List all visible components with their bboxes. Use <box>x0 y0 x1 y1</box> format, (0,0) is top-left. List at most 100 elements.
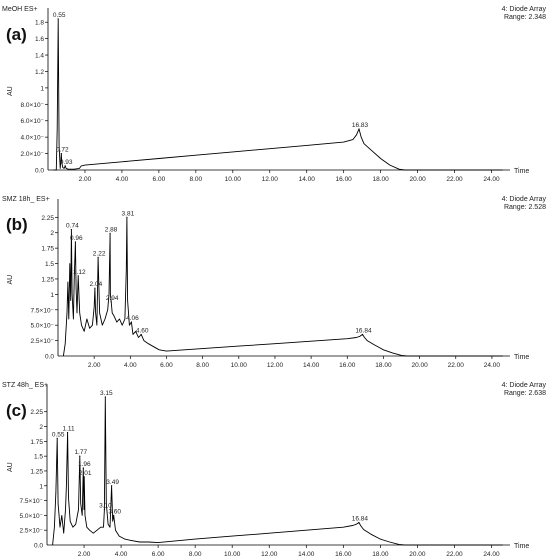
x-tick-label: 6.00 <box>160 362 173 369</box>
x-tick-label: 4.00 <box>116 176 129 183</box>
y-tick-label: 8.0×10⁻ <box>21 102 45 109</box>
peak-label: 16.84 <box>352 515 369 522</box>
x-tick-label: 4.00 <box>124 362 137 369</box>
x-tick-label: 18.00 <box>375 362 392 369</box>
peak-label: 0.55 <box>52 431 65 438</box>
x-tick-label: 16.00 <box>336 176 353 183</box>
y-tick-label-zero: 0.0 <box>45 354 54 361</box>
x-tick-label: 10.00 <box>231 362 248 369</box>
range-label: Range: 2.528 <box>504 204 546 211</box>
peak-label: 0.74 <box>66 223 79 230</box>
peak-label: 3.49 <box>106 479 119 486</box>
y-tick-label: 1.6 <box>35 36 44 43</box>
x-tick-label: 24.00 <box>484 362 501 369</box>
y-tick-label: 1.25 <box>30 468 43 475</box>
peak-label: 3.15 <box>100 390 113 397</box>
peak-marker <box>109 232 111 234</box>
y-tick-label: 1.8 <box>35 20 44 27</box>
peak-marker <box>82 467 84 469</box>
peak-marker <box>111 485 113 487</box>
y-tick-label-zero: 0.0 <box>35 168 44 175</box>
y-tick-label: 2.25 <box>30 409 43 416</box>
x-tick-label: 8.00 <box>189 551 202 558</box>
chart-title: STZ 48h_ ES+ <box>2 382 48 389</box>
x-tick-label: 18.00 <box>372 176 389 183</box>
x-tick-label: 14.00 <box>299 176 316 183</box>
x-tick-label: 22.00 <box>446 176 463 183</box>
y-axis-label: AU <box>7 462 14 472</box>
x-tick-label: 6.00 <box>152 551 165 558</box>
peak-marker <box>113 514 115 516</box>
y-tick-label: 2.0×10⁻ <box>21 151 45 158</box>
peak-marker <box>94 287 96 289</box>
y-tick-label: 2 <box>39 424 43 431</box>
y-tick-label: 5.0×10⁻ <box>31 323 55 330</box>
y-tick-label: 4.0×10⁻ <box>21 135 45 142</box>
detector-label: 4: Diode Array <box>502 6 547 13</box>
x-tick-label: 18.00 <box>372 551 389 558</box>
y-tick-label: 1 <box>40 85 44 92</box>
x-tick-label: 8.00 <box>190 176 203 183</box>
peak-marker <box>358 521 360 524</box>
y-tick-label: 1.5 <box>45 261 54 268</box>
y-tick-label: 1.75 <box>30 439 43 446</box>
x-tick-label: 14.00 <box>298 551 315 558</box>
peak-label: 2.01 <box>79 470 92 477</box>
y-tick-label-zero: 0.0 <box>34 543 43 550</box>
peak-label: 2.88 <box>105 226 118 233</box>
peak-label: 0.55 <box>53 12 66 19</box>
peak-marker <box>74 241 76 243</box>
peak-label: 0.96 <box>70 235 83 242</box>
peak-label: 2.22 <box>93 250 106 257</box>
peak-marker <box>83 476 85 478</box>
x-tick-label: 12.00 <box>267 362 284 369</box>
peak-marker <box>126 216 128 218</box>
x-tick-label: 16.00 <box>335 551 352 558</box>
x-axis-label: Time <box>514 168 529 175</box>
peak-label: 1.96 <box>78 461 91 468</box>
detector-label: 4: Diode Array <box>502 382 547 389</box>
x-tick-label: 6.00 <box>153 176 166 183</box>
x-tick-label: 24.00 <box>483 176 500 183</box>
x-tick-label: 20.00 <box>409 551 426 558</box>
x-tick-label: 2.00 <box>88 362 101 369</box>
peak-label: 0.93 <box>60 159 73 166</box>
peak-label: 16.83 <box>352 122 369 129</box>
y-tick-label: 7.5×10⁻ <box>20 498 44 505</box>
x-tick-label: 10.00 <box>225 176 242 183</box>
x-tick-label: 22.00 <box>446 551 463 558</box>
y-tick-label: 1.75 <box>41 246 54 253</box>
y-tick-label: 7.5×10⁻ <box>31 307 55 314</box>
range-label: Range: 2.638 <box>504 390 546 397</box>
peak-label: 16.84 <box>355 327 372 334</box>
y-tick-label: 1 <box>39 483 43 490</box>
peak-marker <box>361 333 364 336</box>
panel-label: (c) <box>6 401 27 420</box>
peak-marker <box>70 229 72 231</box>
x-tick-label: 2.00 <box>79 176 92 183</box>
x-tick-label: 12.00 <box>262 176 279 183</box>
peak-label: 3.10 <box>99 502 112 509</box>
x-tick-label: 12.00 <box>261 551 278 558</box>
x-tick-label: 10.00 <box>224 551 241 558</box>
y-tick-label: 2.5×10⁻ <box>31 338 55 345</box>
y-tick-label: 1.2 <box>35 69 44 76</box>
chart-title: MeOH ES+ <box>2 6 38 13</box>
peak-label: 1.12 <box>73 269 86 276</box>
peak-label: 3.81 <box>122 210 135 217</box>
x-tick-label: 4.00 <box>115 551 128 558</box>
x-tick-label: 22.00 <box>448 362 465 369</box>
peak-marker <box>104 396 106 398</box>
x-tick-label: 20.00 <box>411 362 428 369</box>
peak-marker <box>103 508 106 511</box>
peak-label: 1.77 <box>74 449 87 456</box>
peak-marker <box>56 437 58 439</box>
x-axis-label: Time <box>514 354 529 361</box>
y-tick-label: 1.25 <box>41 276 54 283</box>
detector-label: 4: Diode Array <box>502 196 547 203</box>
x-tick-label: 24.00 <box>483 551 500 558</box>
